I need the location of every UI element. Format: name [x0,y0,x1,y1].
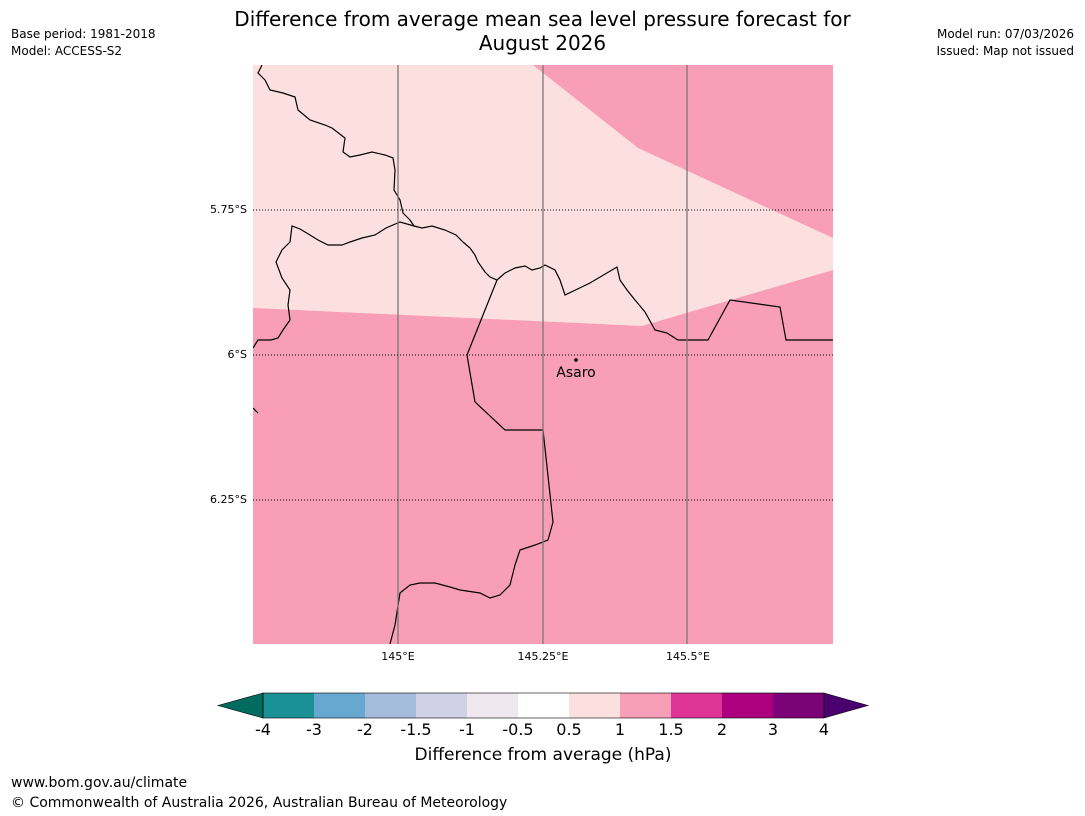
colorbar-tick-label: 4 [818,720,830,739]
colorbar-tick-label: -0.5 [502,720,534,739]
colorbar-segment [416,693,468,718]
lat-label-6-25: 6.25°S [210,493,247,506]
colorbar-tick-label: 1 [614,720,626,739]
colorbar-tick-label: 3 [767,720,779,739]
footer-copyright: © Commonwealth of Australia 2026, Austra… [11,795,508,811]
colorbar-label: Difference from average (hPa) [414,745,672,765]
lon-label-145-5: 145.5°E [666,650,710,663]
colorbar-segment [620,693,672,718]
model-name: Model: ACCESS-S2 [11,44,123,58]
model-run: Model run: 07/03/2026 [936,27,1074,41]
lat-label-5-75: 5.75°S [210,203,247,216]
colorbar-under-arrow [216,692,264,719]
colorbar-tick-label: -4 [255,720,271,739]
lon-label-145-25: 145.25°E [517,650,569,663]
map-title: Difference from average mean sea level p… [180,7,905,55]
colorbar-segment [314,693,366,718]
colorbar-segment [671,693,723,718]
title-line-1: Difference from average mean sea level p… [234,7,851,31]
border-line-4 [253,407,259,414]
colorbar-segment [518,693,570,718]
colorbar-over-arrow [823,692,870,719]
lon-label-145: 145°E [381,650,415,663]
colorbar-tick-label: -1.5 [400,720,432,739]
footer-website[interactable]: www.bom.gov.au/climate [11,775,188,791]
meta-left: Base period: 1981-2018 Model: ACCESS-S2 [11,26,156,60]
border-line-3 [389,279,554,644]
base-period: Base period: 1981-2018 [11,27,156,41]
border-line [253,65,416,349]
border-line-2 [413,225,833,341]
lat-label-6: 6°S [227,348,247,361]
colorbar-segment [773,693,825,718]
colorbar-tick-label: 0.5 [556,720,582,739]
colorbar-segment [263,693,315,718]
colorbar-tick-label: 2 [716,720,728,739]
colorbar-segment [569,693,621,718]
place-label-asaro: Asaro [556,365,596,381]
issued-status: Issued: Map not issued [936,44,1074,58]
colorbar-segment [365,693,417,718]
colorbar-outline [262,692,825,719]
colorbar-tick-label: -2 [357,720,373,739]
colorbar-tick-label: -3 [306,720,322,739]
place-marker [574,358,578,362]
colorbar-segment [722,693,774,718]
meta-right: Model run: 07/03/2026 Issued: Map not is… [936,26,1074,60]
colorbar-segment [467,693,519,718]
title-line-2: August 2026 [478,31,607,55]
colorbar-tick-label: 1.5 [658,720,684,739]
colorbar-tick-label: -1 [459,720,475,739]
